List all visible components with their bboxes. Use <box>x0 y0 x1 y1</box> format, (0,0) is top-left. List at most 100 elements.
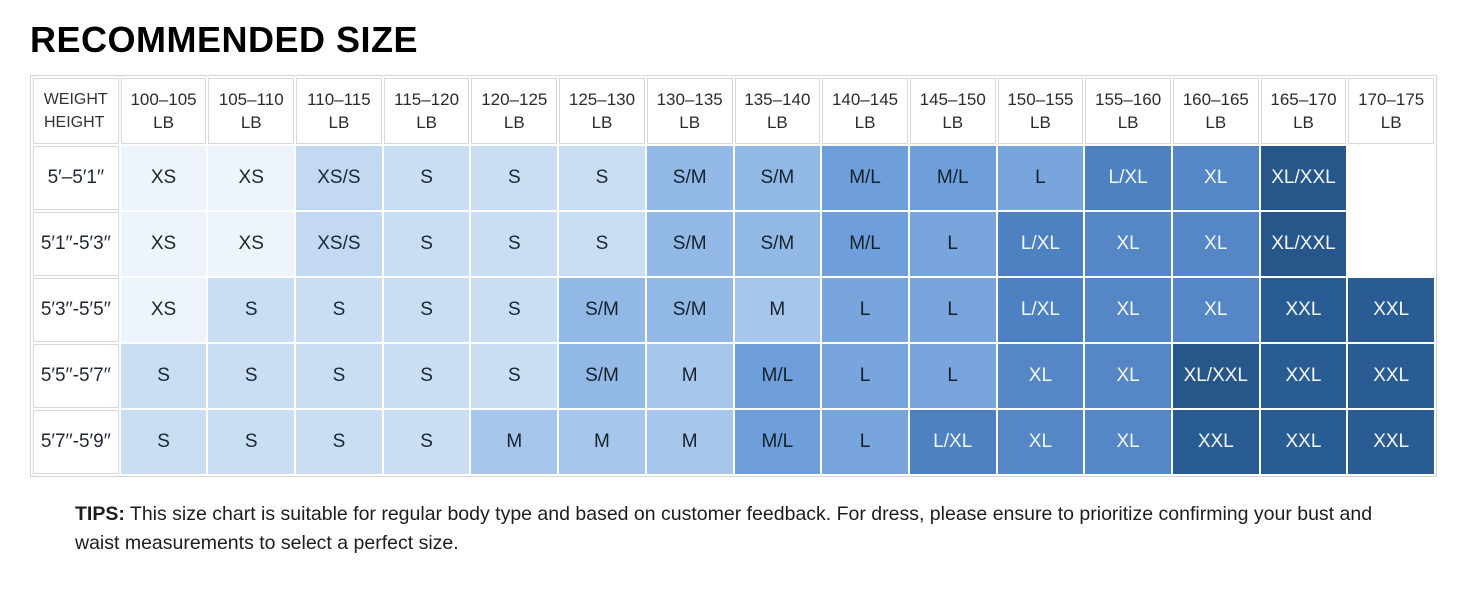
size-cell: XXL <box>1260 410 1347 474</box>
size-cell: S/M <box>646 278 733 342</box>
size-cell: XL <box>1085 410 1171 474</box>
size-cell: S/M <box>646 212 733 276</box>
size-cell: S <box>383 212 470 276</box>
size-cell: L/XL <box>1085 146 1171 210</box>
table-body: 5′–5′1′′ XS XS XS/S S S S S/M S/M M/L M/L L L/XL XL XL… <box>33 146 1434 474</box>
size-cell: XXL <box>1348 278 1434 342</box>
weight-unit: LB <box>766 113 788 132</box>
size-cell: L <box>822 344 908 408</box>
size-cell: XS <box>120 212 207 276</box>
weight-header: 125–130 LB <box>559 78 645 144</box>
weight-unit: LB <box>591 113 613 132</box>
size-cell: S <box>120 410 207 474</box>
size-cell <box>1348 146 1434 210</box>
size-cell: M/L <box>909 146 996 210</box>
size-cell: XL <box>997 344 1084 408</box>
weight-range: 145–150 <box>919 90 986 109</box>
size-cell: XS <box>120 278 207 342</box>
size-cell: M/L <box>822 146 908 210</box>
height-label: 5′7′′-5′9′′ <box>33 410 119 474</box>
weight-header: 150–155 LB <box>997 78 1084 144</box>
header-row: WEIGHT HEIGHT 100–105 LB 105–110 LB 110–115 L… <box>33 78 1434 144</box>
weight-range: 100–105 <box>130 90 197 109</box>
size-cell: XL <box>1172 212 1259 276</box>
size-cell: XL/XXL <box>1260 212 1347 276</box>
table-row: 5′1′′-5′3′′ XS XS XS/S S S S S/M S/M M/L L L/XL XL XL… <box>33 212 1434 276</box>
size-cell: M/L <box>734 410 821 474</box>
weight-header: 160–165 LB <box>1172 78 1259 144</box>
size-cell: S <box>296 278 382 342</box>
size-cell: XXL <box>1260 344 1347 408</box>
size-cell <box>1348 212 1434 276</box>
size-cell: S <box>208 344 295 408</box>
weight-unit: LB <box>679 113 701 132</box>
weight-header: 115–120 LB <box>383 78 470 144</box>
size-cell: S <box>471 146 558 210</box>
size-cell: M <box>646 410 733 474</box>
weight-range: 110–115 <box>307 90 371 109</box>
size-cell: S <box>296 344 382 408</box>
weight-header: 170–175 LB <box>1348 78 1434 144</box>
size-cell: XXL <box>1348 410 1434 474</box>
weight-range: 120–125 <box>481 90 548 109</box>
size-cell: XXL <box>1260 278 1347 342</box>
corner-cell: WEIGHT HEIGHT <box>33 78 119 144</box>
size-cell: M <box>646 344 733 408</box>
size-cell: L <box>822 410 908 474</box>
size-cell: S <box>383 146 470 210</box>
size-cell: L <box>909 344 996 408</box>
size-cell: XXL <box>1172 410 1259 474</box>
size-cell: S <box>471 344 558 408</box>
weight-unit: LB <box>854 113 876 132</box>
size-cell: M/L <box>734 344 821 408</box>
weight-unit: LB <box>240 113 262 132</box>
table-row: 5′7′′-5′9′′ S S S S M M M M/L L L/XL XL XL XXL XXL XXL <box>33 410 1434 474</box>
weight-unit: LB <box>153 113 174 132</box>
size-cell: S/M <box>734 212 821 276</box>
size-cell: S <box>471 278 558 342</box>
weight-range: 115–120 <box>394 90 460 109</box>
size-cell: L <box>909 212 996 276</box>
size-cell: L/XL <box>909 410 996 474</box>
size-cell: S <box>559 146 645 210</box>
size-cell: S <box>120 344 207 408</box>
height-label: 5′1′′-5′3′′ <box>33 212 119 276</box>
weight-range: 170–175 <box>1358 90 1425 109</box>
weight-axis-label: WEIGHT <box>43 91 108 108</box>
weight-range: 130–135 <box>656 90 723 109</box>
table-row: 5′–5′1′′ XS XS XS/S S S S S/M S/M M/L M/L L L/XL XL XL… <box>33 146 1434 210</box>
weight-header: 140–145 LB <box>822 78 908 144</box>
weight-range: 165–170 <box>1270 90 1337 109</box>
weight-range: 135–140 <box>744 90 811 109</box>
weight-header: 135–140 LB <box>734 78 821 144</box>
size-cell: S/M <box>734 146 821 210</box>
size-cell: XL/XXL <box>1172 344 1259 408</box>
size-cell: L/XL <box>997 212 1084 276</box>
size-cell: XL <box>1172 146 1259 210</box>
weight-range: 140–145 <box>831 90 899 109</box>
size-cell: XL <box>1085 278 1171 342</box>
size-cell: XS/S <box>296 212 382 276</box>
weight-unit: LB <box>1117 113 1139 132</box>
weight-header: 155–160 LB <box>1085 78 1171 144</box>
size-cell: S <box>383 278 470 342</box>
weight-unit: LB <box>1380 113 1402 132</box>
weight-range: 155–160 <box>1095 90 1162 109</box>
size-cell: XL <box>1085 344 1171 408</box>
size-cell: M <box>734 278 821 342</box>
weight-header: 130–135 LB <box>646 78 733 144</box>
size-cell: XL <box>997 410 1084 474</box>
weight-header: 100–105 LB <box>120 78 207 144</box>
size-cell: S <box>559 212 645 276</box>
height-axis-label: HEIGHT <box>44 114 105 131</box>
weight-range: 125–130 <box>568 90 636 109</box>
size-cell: S <box>383 344 470 408</box>
table-row: 5′3′′-5′5′′ XS S S S S S/M S/M M L L L/XL XL XL XXL XXL <box>33 278 1434 342</box>
size-cell: L <box>909 278 996 342</box>
weight-header: 105–110 LB <box>208 78 295 144</box>
weight-range: 160–165 <box>1182 90 1249 109</box>
size-chart-table: WEIGHT HEIGHT 100–105 LB 105–110 LB 110–115 L… <box>30 75 1437 477</box>
size-cell: XL/XXL <box>1260 146 1347 210</box>
size-cell: M <box>559 410 645 474</box>
tips-label: TIPS: <box>75 503 125 525</box>
